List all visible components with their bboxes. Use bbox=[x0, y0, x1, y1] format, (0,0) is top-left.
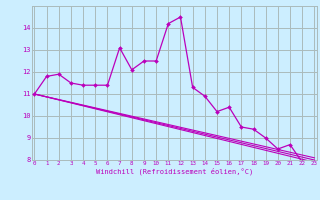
X-axis label: Windchill (Refroidissement éolien,°C): Windchill (Refroidissement éolien,°C) bbox=[96, 168, 253, 175]
